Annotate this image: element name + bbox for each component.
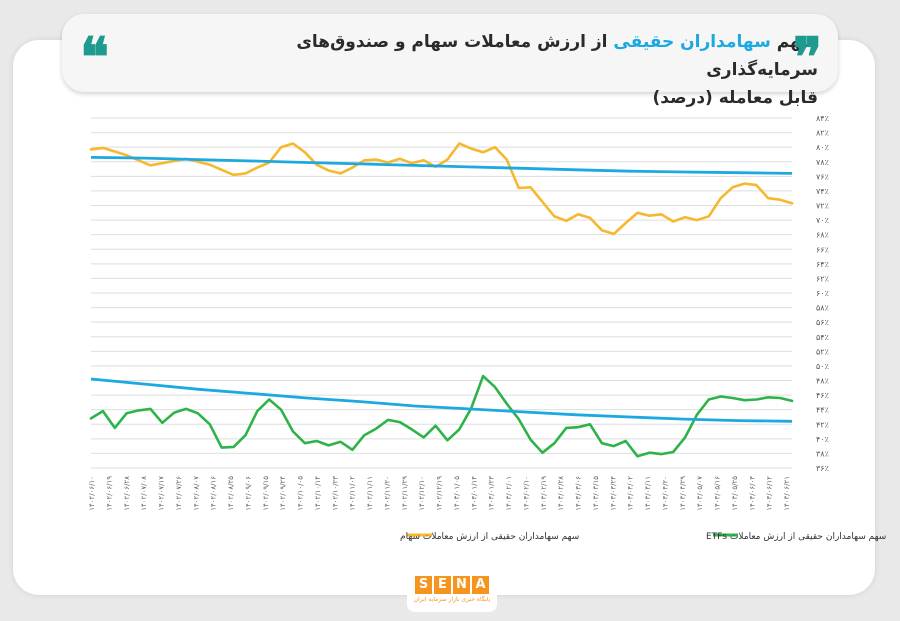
y-tick-label: ۴۲٪ (816, 420, 829, 429)
y-tick-label: ۷۶٪ (816, 172, 829, 181)
x-tick-label: ۱۴۰۲/۰۷/۲۶ (175, 476, 183, 511)
logo-subtitle: پایگاه خبری بازار سرمایه ایران (413, 596, 491, 603)
y-tick-label: ۶۲٪ (816, 274, 829, 283)
logo-letter: N (453, 576, 470, 594)
x-tick-label: ۱۴۰۲/۰۸/۱۶ (210, 476, 218, 511)
x-tick-label: ۱۴۰۲/۱۱/۲۰ (383, 476, 391, 511)
y-tick-label: ۷۸٪ (816, 158, 829, 167)
x-tick-label: ۱۴۰۳/۰۴/۱۱ (644, 476, 652, 511)
logo-letter: S (415, 576, 432, 594)
y-tick-label: ۷۴٪ (816, 187, 829, 196)
x-tick-label: ۱۴۰۳/۰۴/۲۹ (679, 476, 687, 511)
x-tick-label: ۱۴۰۳/۰۶/۱۲ (766, 476, 774, 511)
y-tick-label: ۶۰٪ (816, 289, 829, 298)
x-tick-label: ۱۴۰۳/۰۶/۰۳ (748, 476, 756, 511)
title-line2: قابل معامله (درصد) (652, 88, 818, 108)
y-tick-label: ۷۰٪ (816, 216, 829, 225)
x-tick-label: ۱۴۰۳/۰۱/۰۵ (453, 476, 461, 511)
x-tick-label: ۱۴۰۳/۰۲/۲۸ (557, 476, 565, 511)
x-tick-label: ۱۴۰۳/۰۶/۲۱ (783, 476, 791, 511)
x-tick-label: ۱۴۰۳/۰۵/۱۶ (714, 476, 722, 511)
x-tick-label: ۱۴۰۲/۰۷/۱۷ (158, 476, 166, 511)
x-tick-label: ۱۴۰۳/۰۵/۰۷ (696, 476, 704, 511)
y-tick-label: ۵۲٪ (816, 347, 829, 356)
y-tick-label: ۸۲٪ (816, 129, 829, 138)
x-tick-label: ۱۴۰۲/۱۰/۲۳ (331, 476, 339, 511)
x-tick-label: ۱۴۰۳/۰۱/۱۴ (470, 476, 478, 511)
x-tick-label: ۱۴۰۲/۱۰/۱۴ (314, 476, 322, 511)
x-tick-label: ۱۴۰۲/۰۸/۲۵ (227, 476, 235, 511)
y-tick-label: ۴۶٪ (816, 391, 829, 400)
x-tick-label: ۱۴۰۳/۰۵/۲۵ (731, 476, 739, 511)
x-tick-label: ۱۴۰۳/۰۳/۱۵ (592, 476, 600, 511)
title-part2: از ارزش معاملات سهام و صندوق‌های سرمایه‌… (296, 32, 818, 80)
y-tick-label: ۴۴٪ (816, 406, 829, 415)
x-tick-label: ۱۴۰۲/۰۶/۱۰ (88, 476, 96, 511)
x-tick-label: ۱۴۰۲/۱۱/۰۲ (349, 476, 357, 511)
y-tick-label: ۵۶٪ (816, 318, 829, 327)
x-tick-label: ۱۴۰۳/۰۱/۲۳ (488, 476, 496, 511)
x-tick-label: ۱۴۰۲/۰۸/۰۷ (192, 476, 200, 511)
title-highlight: سهامداران حقیقی (613, 32, 771, 52)
y-tick-label: ۵۸٪ (816, 304, 829, 313)
close-quote-icon: ❞ (792, 25, 822, 89)
x-tick-label: ۱۴۰۳/۰۴/۰۲ (627, 476, 635, 511)
y-tick-label: ۸۴٪ (816, 114, 829, 123)
x-tick-label: ۱۴۰۲/۱۱/۱۱ (366, 476, 374, 511)
y-tick-label: ۳۶٪ (816, 464, 829, 473)
x-tick-label: ۱۴۰۳/۰۲/۱۰ (522, 476, 530, 511)
legend-label: سهم سهامداران حقیقی از ارزش معاملات ETFs (706, 532, 886, 542)
y-tick-label: ۳۸٪ (816, 449, 829, 458)
logo-letter: A (472, 576, 489, 594)
title-box: ❝ سهم سهامداران حقیقی از ارزش معاملات سه… (62, 14, 838, 108)
x-tick-label: ۱۴۰۲/۰۹/۱۵ (262, 476, 270, 511)
y-tick-label: ۷۲٪ (816, 202, 829, 211)
x-tick-label: ۱۴۰۳/۰۳/۲۴ (609, 476, 617, 511)
x-tick-label: ۱۴۰۲/۱۲/۱۹ (436, 476, 444, 511)
series-line-2 (89, 374, 794, 458)
y-tick-label: ۶۶٪ (816, 245, 829, 254)
logo-letter: E (434, 576, 451, 594)
y-tick-label: ۵۴٪ (816, 333, 829, 342)
y-tick-label: ۴۸٪ (816, 377, 829, 386)
x-tick-label: ۱۴۰۳/۰۲/۰۱ (505, 476, 513, 511)
open-quote-icon: ❝ (80, 25, 110, 89)
x-tick-label: ۱۴۰۲/۱۱/۲۹ (401, 476, 409, 511)
x-tick-label: ۱۴۰۲/۱۲/۱۰ (418, 476, 426, 511)
y-tick-label: ۶۴٪ (816, 260, 829, 269)
y-tick-label: ۴۰٪ (816, 435, 829, 444)
x-tick-label: ۱۴۰۲/۰۶/۱۹ (105, 476, 113, 511)
x-tick-label: ۱۴۰۳/۰۴/۲۰ (661, 476, 669, 511)
legend-label: سهم سهامداران حقیقی از ارزش معاملات سهام (400, 532, 579, 542)
y-tick-label: ۸۰٪ (816, 143, 829, 152)
x-tick-label: ۱۴۰۲/۰۷/۰۸ (140, 476, 148, 511)
x-tick-label: ۱۴۰۳/۰۳/۰۶ (575, 476, 583, 511)
x-tick-label: ۱۴۰۲/۰۶/۲۸ (123, 476, 131, 511)
trend-line-1 (90, 156, 793, 175)
y-tick-label: ۶۸٪ (816, 231, 829, 240)
series-line-1 (89, 142, 794, 236)
title-part1: سهم (770, 32, 818, 52)
y-tick-label: ۵۰٪ (816, 362, 829, 371)
x-tick-label: ۱۴۰۳/۰۲/۱۹ (540, 476, 548, 511)
x-tick-label: ۱۴۰۲/۰۹/۰۶ (244, 476, 252, 511)
chart-title: سهم سهامداران حقیقی از ارزش معاملات سهام… (212, 28, 818, 112)
trend-line-2 (90, 377, 793, 423)
x-tick-label: ۱۴۰۲/۰۹/۲۴ (279, 476, 287, 511)
x-tick-label: ۱۴۰۲/۱۰/۰۵ (297, 476, 305, 511)
